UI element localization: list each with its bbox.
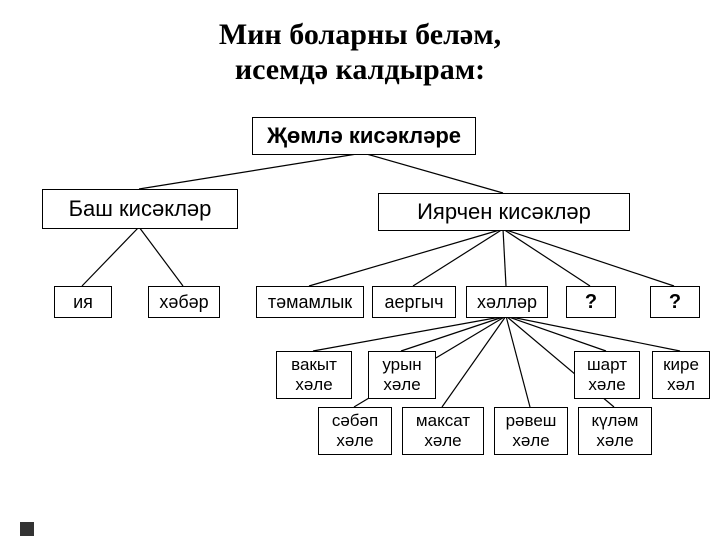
edge-iyar-tamam: [309, 229, 503, 286]
edge-bash-xabar: [139, 227, 183, 286]
edge-iyar-q1: [503, 229, 590, 286]
diagram-title: Мин боларны беләм, исемдә калдырам:: [0, 0, 720, 87]
node-aerg: аергыч: [372, 286, 456, 318]
node-q2: ?: [650, 286, 700, 318]
node-shart: шарт хәле: [574, 351, 640, 399]
node-vakyt: вакыт хәле: [276, 351, 352, 399]
node-tamam: тәмамлык: [256, 286, 364, 318]
node-iya: ия: [54, 286, 112, 318]
node-sabap: сәбәп хәле: [318, 407, 392, 455]
node-kire: кире хәл: [652, 351, 710, 399]
edge-root-iyar: [363, 153, 503, 193]
node-xallar: хәлләр: [466, 286, 548, 318]
edge-bash-iya: [82, 227, 139, 286]
edge-xallar-ravesh: [506, 316, 530, 407]
node-ravesh: рәвеш хәле: [494, 407, 568, 455]
node-bash: Баш кисәкләр: [42, 189, 238, 229]
edge-iyar-q2: [503, 229, 674, 286]
corner-marker: [20, 522, 34, 536]
node-root: Җөмлә кисәкләре: [252, 117, 476, 155]
edge-xallar-kire: [506, 316, 680, 351]
node-kulam: күләм хәле: [578, 407, 652, 455]
node-uryn: урын хәле: [368, 351, 436, 399]
edge-xallar-uryn: [401, 316, 506, 351]
edge-iyar-xallar: [503, 229, 506, 286]
node-iyar: Иярчен кисәкләр: [378, 193, 630, 231]
title-line-2: исемдә калдырам:: [235, 53, 485, 86]
edge-xallar-vakyt: [313, 316, 506, 351]
edge-xallar-shart: [506, 316, 606, 351]
edge-root-bash: [139, 153, 363, 189]
node-q1: ?: [566, 286, 616, 318]
title-line-1: Мин боларны беләм,: [219, 18, 501, 51]
edge-xallar-maksat: [442, 316, 506, 407]
node-maksat: максат хәле: [402, 407, 484, 455]
edge-iyar-aerg: [413, 229, 503, 286]
node-xabar: хәбәр: [148, 286, 220, 318]
